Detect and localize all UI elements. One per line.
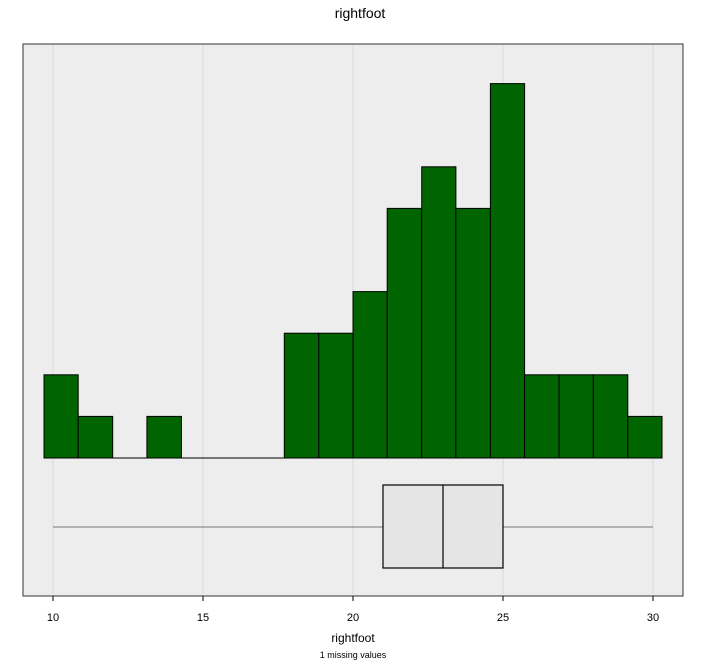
chart-title: rightfoot bbox=[335, 5, 386, 21]
histogram-bar-0 bbox=[43, 374, 79, 459]
x-tick-label-4: 30 bbox=[647, 612, 659, 624]
x-tick-label-2: 20 bbox=[347, 612, 359, 624]
x-axis: 10 15 20 25 30 bbox=[47, 596, 659, 624]
histogram-bar-13 bbox=[489, 83, 526, 459]
histogram-bar-17 bbox=[627, 415, 663, 459]
histogram-bars bbox=[43, 83, 663, 459]
histogram-bar-9 bbox=[352, 291, 388, 459]
histogram-bar-11 bbox=[421, 166, 457, 459]
histogram-bar-10 bbox=[386, 207, 423, 459]
grid-lines bbox=[52, 45, 654, 595]
missing-values-note: 1 missing values bbox=[320, 650, 387, 660]
histogram-bar-8 bbox=[318, 332, 354, 459]
histogram-bar-3 bbox=[146, 415, 182, 459]
histogram-bar-16 bbox=[592, 374, 629, 459]
x-tick-label-0: 10 bbox=[47, 612, 59, 624]
x-tick-label-3: 25 bbox=[497, 612, 509, 624]
histogram-bar-14 bbox=[524, 374, 560, 459]
x-tick-label-1: 15 bbox=[197, 612, 209, 624]
histogram-bar-15 bbox=[558, 374, 594, 459]
histogram-bar-12 bbox=[455, 207, 491, 459]
boxplot bbox=[53, 484, 653, 569]
histogram-bar-7 bbox=[283, 332, 320, 459]
x-axis-label: rightfoot bbox=[331, 631, 375, 645]
histogram-bar-1 bbox=[77, 415, 114, 459]
